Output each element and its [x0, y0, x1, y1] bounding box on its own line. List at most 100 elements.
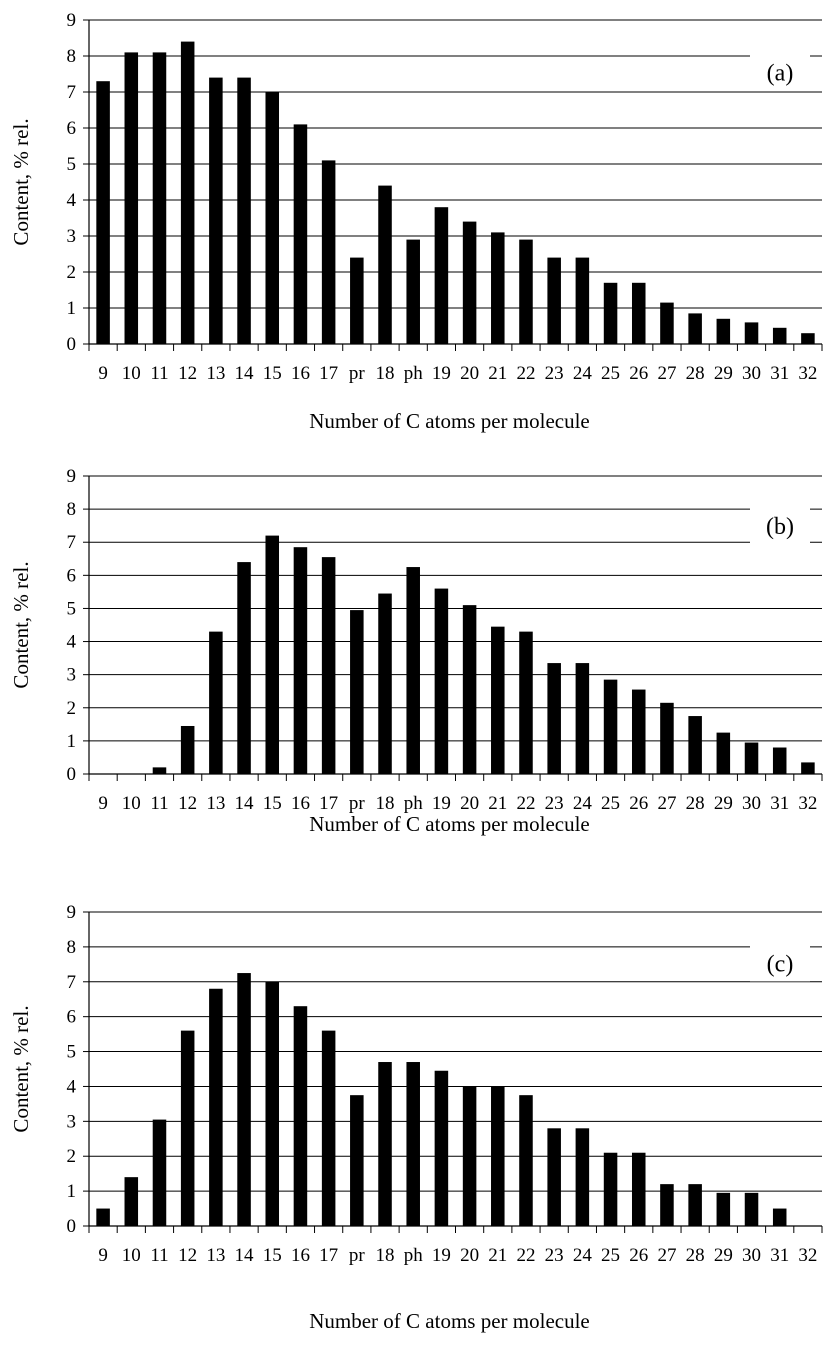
y-tick-label: 3: [67, 665, 77, 686]
bar-26: [631, 282, 646, 344]
bar-30: [744, 322, 759, 344]
x-tick-label: 19: [432, 1245, 451, 1266]
bar-19: [434, 207, 449, 344]
bar-13: [209, 631, 223, 774]
x-axis-title: Number of C atoms per molecule: [309, 1309, 590, 1333]
bar-24: [575, 663, 590, 774]
bar-14: [237, 562, 251, 774]
x-tick-label: 17: [319, 363, 338, 384]
bar-16: [293, 547, 308, 774]
x-tick-label: 9: [98, 793, 108, 814]
y-tick-label: 2: [67, 698, 77, 719]
y-tick-label: 8: [67, 937, 77, 958]
x-tick-label: 29: [714, 1245, 733, 1266]
bar-20: [462, 1086, 477, 1226]
bar-12: [180, 725, 195, 774]
x-tick-label: 29: [714, 793, 733, 814]
x-tick-label: 24: [573, 363, 593, 384]
bar-25: [603, 1152, 618, 1226]
x-tick-label: 12: [178, 363, 197, 384]
x-tick-label: 11: [150, 793, 168, 814]
bar-13: [209, 77, 223, 344]
y-tick-label: 6: [67, 1007, 77, 1028]
bar-12: [180, 1030, 195, 1226]
x-tick-label: 30: [742, 793, 761, 814]
y-axis-title: Content, % rel.: [9, 1005, 33, 1132]
bar-22: [519, 631, 533, 774]
x-tick-label: 13: [206, 1245, 225, 1266]
x-tick-label: 10: [122, 363, 141, 384]
bar-11: [152, 52, 167, 345]
bar-18: [378, 1062, 392, 1226]
x-tick-label: 22: [516, 1245, 535, 1266]
bar-25: [603, 679, 618, 774]
y-tick-label: 0: [67, 334, 77, 355]
panel-label: (a): [767, 60, 794, 86]
bar-ph: [406, 1062, 420, 1226]
x-tick-label: 20: [460, 793, 479, 814]
x-tick-label: 19: [432, 793, 451, 814]
x-tick-label: 32: [798, 1245, 817, 1266]
x-tick-label: 32: [798, 793, 817, 814]
x-tick-label: 10: [122, 793, 141, 814]
bar-22: [519, 1095, 533, 1226]
x-tick-label: 9: [98, 363, 108, 384]
bar-12: [180, 41, 195, 344]
x-tick-label: 12: [178, 1245, 197, 1266]
bar-21: [491, 1086, 505, 1226]
bar-15: [265, 981, 280, 1226]
bar-17: [321, 557, 336, 774]
x-tick-label: pr: [349, 793, 366, 814]
x-tick-label: 29: [714, 363, 733, 384]
bar-13: [209, 988, 223, 1226]
x-tick-label: 25: [601, 1245, 620, 1266]
x-tick-label: 22: [516, 363, 535, 384]
bar-pr: [350, 257, 364, 344]
bar-29: [716, 732, 731, 774]
bar-11: [152, 767, 167, 774]
bar-27: [660, 302, 674, 344]
bar-19: [434, 588, 449, 774]
x-tick-label: 23: [545, 1245, 564, 1266]
bar-28: [688, 1184, 702, 1226]
y-tick-label: 7: [67, 532, 77, 553]
y-tick-label: 1: [67, 298, 77, 319]
x-tick-label: 27: [657, 363, 676, 384]
x-tick-label: 26: [629, 1245, 648, 1266]
y-tick-label: 4: [67, 1076, 77, 1097]
bar-17: [321, 1030, 336, 1226]
x-tick-label: 28: [686, 363, 705, 384]
bar-18: [378, 185, 392, 344]
bar-15: [265, 535, 280, 774]
x-tick-label: 31: [770, 793, 789, 814]
y-tick-label: 4: [67, 632, 77, 653]
x-tick-label: 14: [235, 793, 255, 814]
x-tick-label: pr: [349, 1245, 366, 1266]
y-tick-label: 7: [67, 82, 77, 103]
y-tick-label: 3: [67, 1111, 77, 1132]
bar-28: [688, 716, 702, 774]
x-tick-label: 20: [460, 1245, 479, 1266]
bar-31: [772, 1208, 787, 1226]
y-axis-title: Content, % rel.: [9, 561, 33, 688]
bar-16: [293, 1006, 308, 1226]
x-tick-label: 23: [545, 363, 564, 384]
bar-15: [265, 92, 280, 344]
y-tick-label: 6: [67, 118, 77, 139]
x-tick-label: 26: [629, 363, 648, 384]
y-tick-label: 5: [67, 598, 77, 619]
x-tick-label: 9: [98, 1245, 108, 1266]
y-tick-label: 2: [67, 262, 77, 283]
bar-10: [124, 52, 139, 345]
y-tick-label: 7: [67, 972, 77, 993]
x-tick-label: 16: [291, 1245, 310, 1266]
bar-9: [96, 81, 110, 344]
x-tick-label: 11: [150, 1245, 168, 1266]
x-tick-label: 18: [376, 1245, 395, 1266]
x-tick-label: 12: [178, 793, 197, 814]
y-tick-label: 8: [67, 46, 77, 67]
x-tick-label: 27: [657, 793, 676, 814]
